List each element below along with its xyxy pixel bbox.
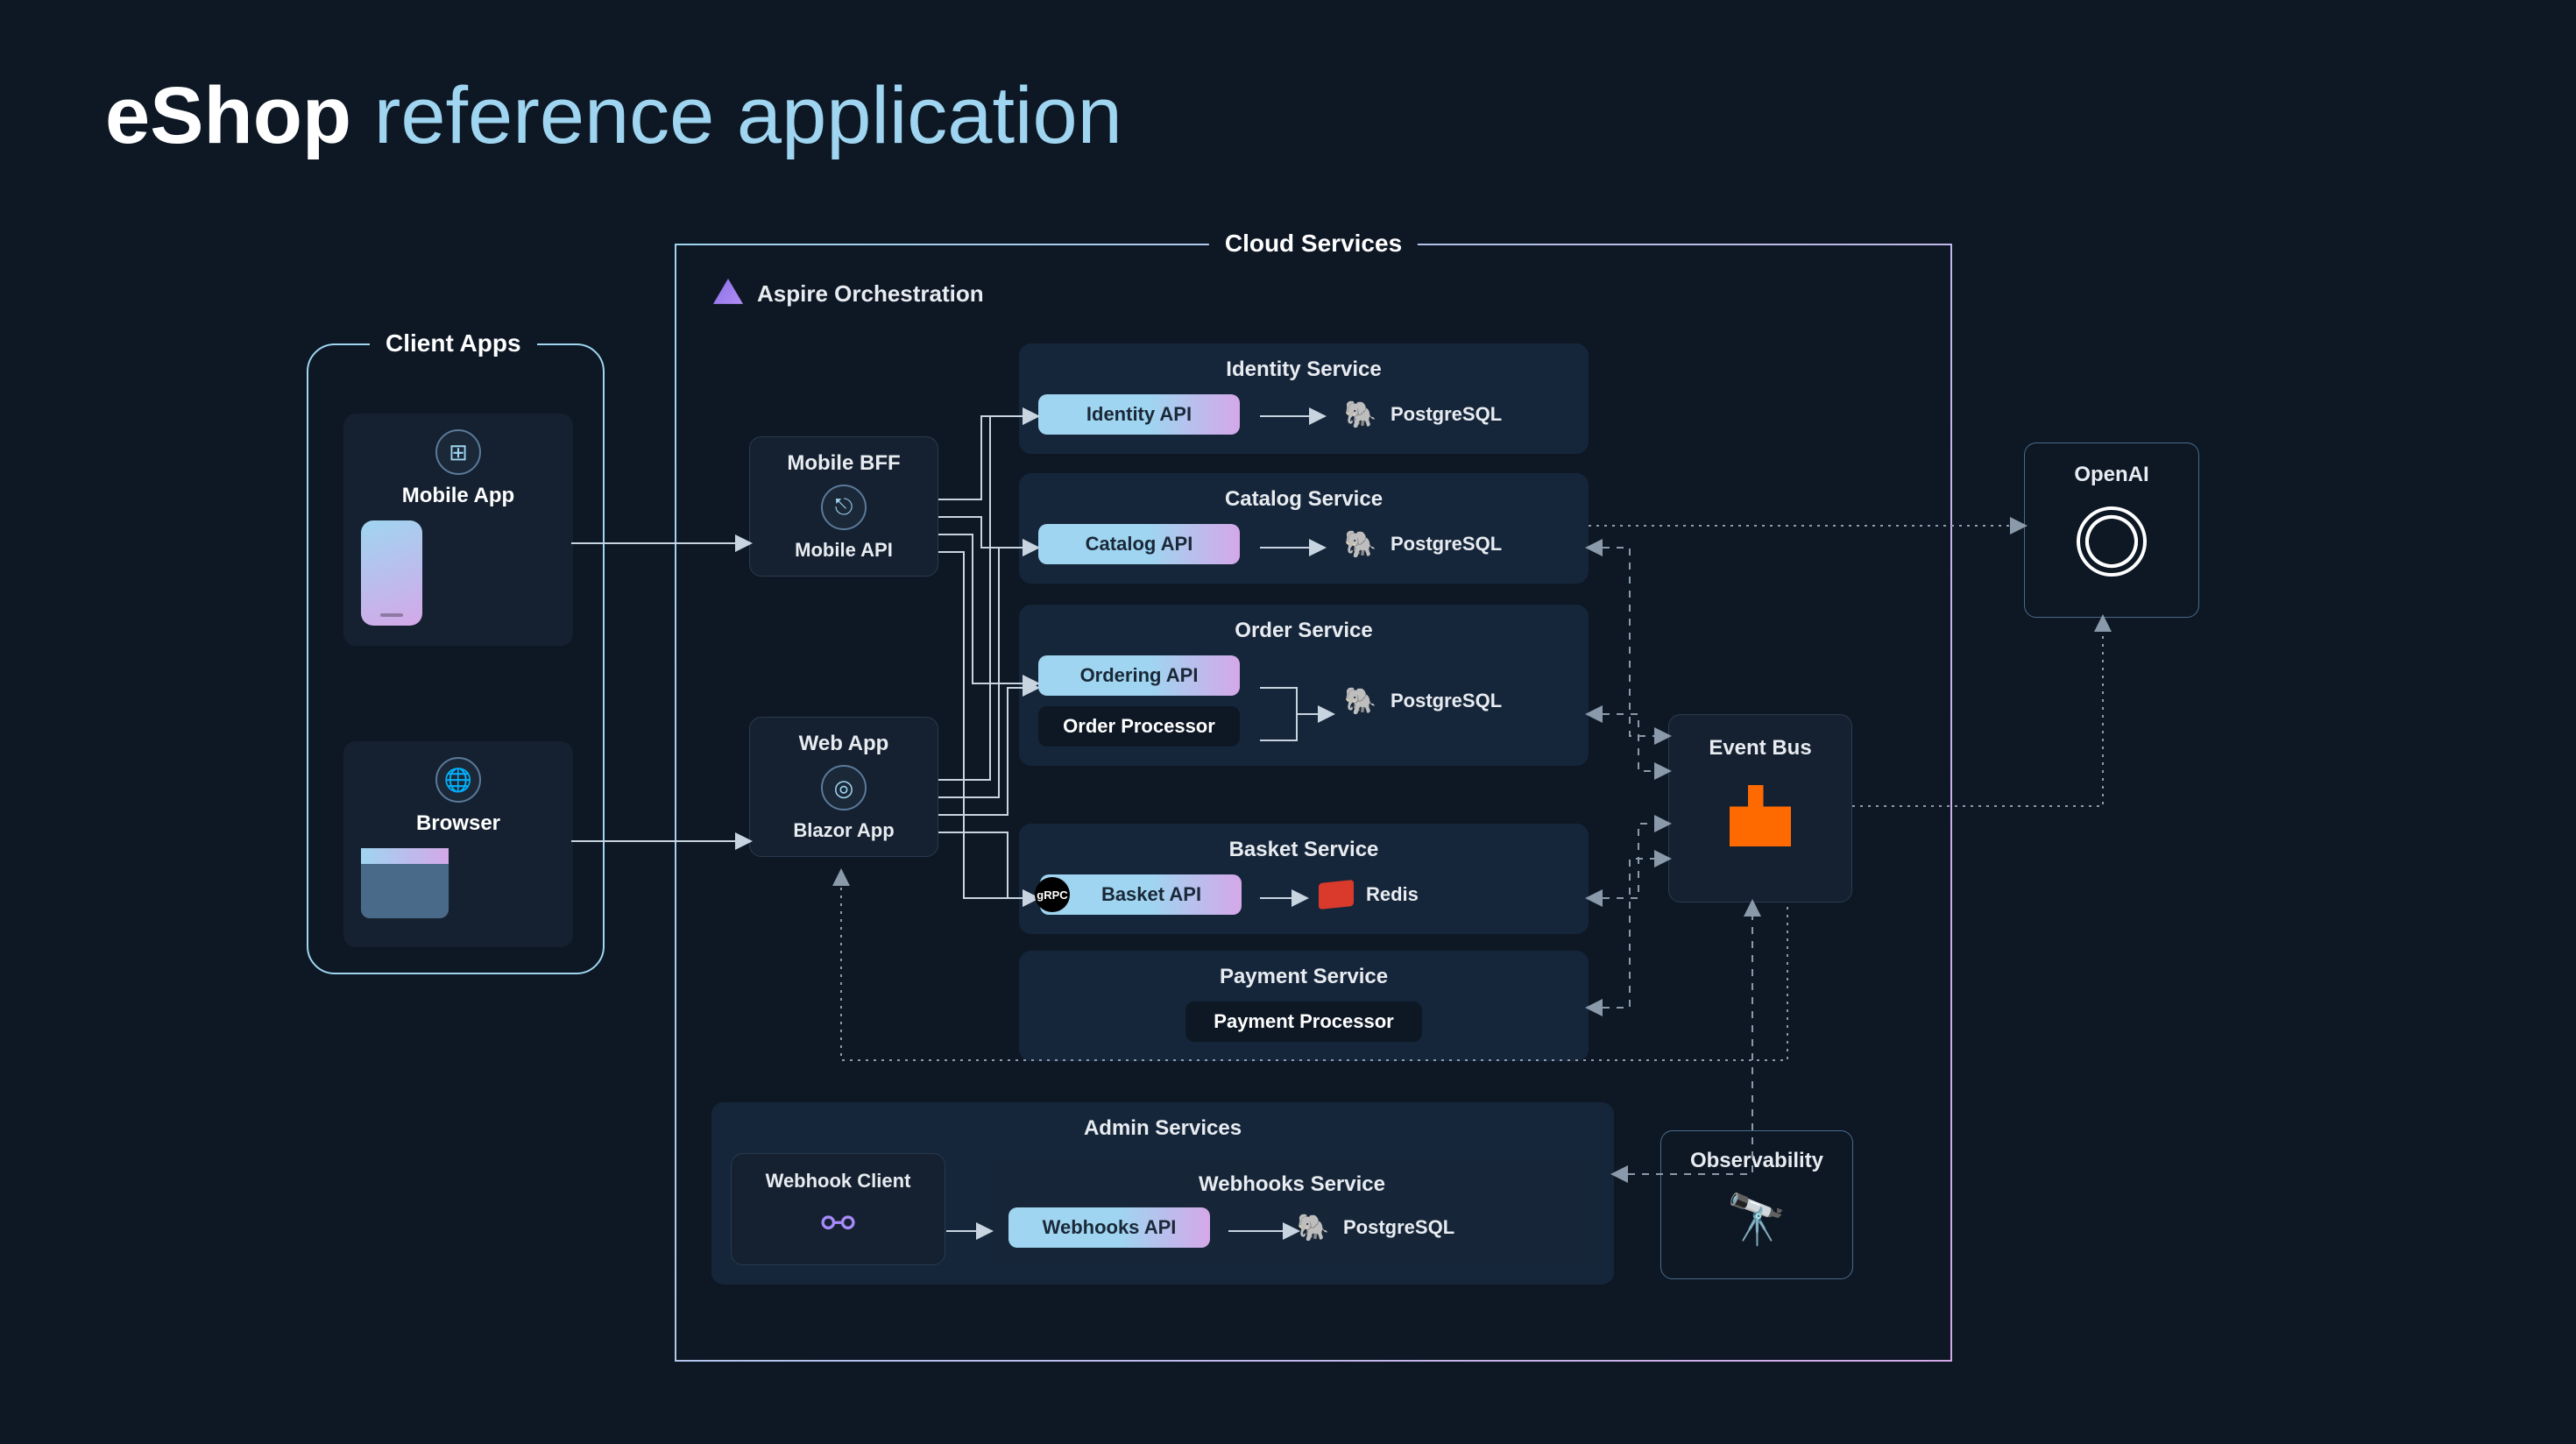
telescope-icon: 🔭 (1675, 1191, 1838, 1249)
basket-api-pill: Basket API (1040, 874, 1242, 915)
payment-processor-pill: Payment Processor (1185, 1002, 1422, 1042)
blazor-icon: ◎ (821, 765, 867, 810)
identity-db-label: PostgreSQL (1391, 403, 1502, 426)
catalog-db-label: PostgreSQL (1391, 533, 1502, 556)
phone-icon (361, 520, 422, 626)
basket-db: Redis (1319, 881, 1419, 908)
basket-service-title: Basket Service (1038, 838, 1569, 862)
mobile-bff-icon: ⎋ (821, 485, 867, 530)
observability-title: Observability (1675, 1149, 1838, 1173)
webhooks-service-group: Webhooks Service Webhooks API 🐘 PostgreS… (989, 1158, 1595, 1265)
mobile-bff-card: Mobile BFF ⎋ Mobile API (749, 436, 938, 577)
catalog-service-group: Catalog Service Catalog API 🐘 PostgreSQL (1019, 473, 1589, 584)
ordering-api-pill: Ordering API (1038, 655, 1240, 696)
observability-card: Observability 🔭 (1660, 1130, 1853, 1279)
globe-icon: 🌐 (435, 757, 481, 803)
postgresql-icon: 🐘 (1343, 527, 1378, 562)
event-bus-title: Event Bus (1683, 736, 1837, 761)
openai-card: OpenAI (2024, 442, 2199, 618)
openai-title: OpenAI (2039, 463, 2184, 487)
openai-icon (2077, 506, 2147, 577)
catalog-db: 🐘 PostgreSQL (1343, 527, 1502, 562)
payment-service-title: Payment Service (1038, 965, 1569, 989)
mobile-bff-title: Mobile BFF (773, 451, 915, 476)
order-processor-pill: Order Processor (1038, 706, 1240, 747)
webhooks-db: 🐘 PostgreSQL (1296, 1210, 1454, 1245)
client-apps-frame: Client Apps ⊞ Mobile App 🌐 Browser (307, 343, 605, 974)
identity-api-pill: Identity API (1038, 394, 1240, 435)
order-service-title: Order Service (1038, 619, 1569, 643)
cloud-services-label: Cloud Services (1209, 230, 1418, 258)
identity-service-group: Identity Service Identity API 🐘 PostgreS… (1019, 343, 1589, 454)
webhook-client-card: Webhook Client ⚯ (731, 1153, 945, 1265)
identity-service-title: Identity Service (1038, 357, 1569, 382)
mobile-app-label: Mobile App (361, 484, 556, 508)
order-db: 🐘 PostgreSQL (1343, 683, 1502, 718)
event-bus-card: Event Bus (1668, 714, 1852, 902)
rabbitmq-icon (1730, 785, 1791, 846)
aspire-icon (713, 279, 743, 308)
webhooks-db-label: PostgreSQL (1343, 1216, 1454, 1239)
order-db-label: PostgreSQL (1391, 690, 1502, 712)
webhooks-service-title: Webhooks Service (1008, 1172, 1575, 1197)
payment-service-group: Payment Service Payment Processor (1019, 951, 1589, 1061)
postgresql-icon: 🐘 (1296, 1210, 1331, 1245)
page-title: eShop reference application (105, 70, 1122, 162)
postgresql-icon: 🐘 (1343, 397, 1378, 432)
webhook-icon: ⚯ (814, 1200, 863, 1249)
browser-window-icon (361, 848, 449, 918)
grpc-badge-icon: gRPC (1035, 877, 1070, 912)
catalog-service-title: Catalog Service (1038, 487, 1569, 512)
client-apps-label: Client Apps (370, 329, 537, 357)
title-bold: eShop (105, 71, 351, 160)
browser-label: Browser (361, 811, 556, 836)
browser-card: 🌐 Browser (343, 741, 573, 947)
mobile-api-label: Mobile API (773, 539, 915, 562)
basket-db-label: Redis (1366, 883, 1419, 906)
web-app-card: Web App ◎ Blazor App (749, 717, 938, 857)
order-service-group: Order Service Ordering API Order Process… (1019, 605, 1589, 766)
web-app-title: Web App (773, 732, 915, 756)
redis-icon (1319, 880, 1354, 910)
orchestration-header: Aspire Orchestration (713, 279, 984, 308)
webhook-client-label: Webhook Client (751, 1170, 925, 1193)
identity-db: 🐘 PostgreSQL (1343, 397, 1502, 432)
basket-service-group: Basket Service gRPC Basket API Redis (1019, 824, 1589, 934)
admin-services-title: Admin Services (731, 1116, 1595, 1141)
title-light: reference application (374, 71, 1122, 160)
postgresql-icon: 🐘 (1343, 683, 1378, 718)
mobile-app-icon: ⊞ (435, 429, 481, 475)
orchestration-label: Aspire Orchestration (757, 280, 984, 308)
webhooks-api-pill: Webhooks API (1008, 1207, 1210, 1248)
mobile-app-card: ⊞ Mobile App (343, 414, 573, 646)
admin-services-group: Admin Services Webhook Client ⚯ Webhooks… (711, 1102, 1614, 1285)
catalog-api-pill: Catalog API (1038, 524, 1240, 564)
blazor-app-label: Blazor App (773, 819, 915, 842)
